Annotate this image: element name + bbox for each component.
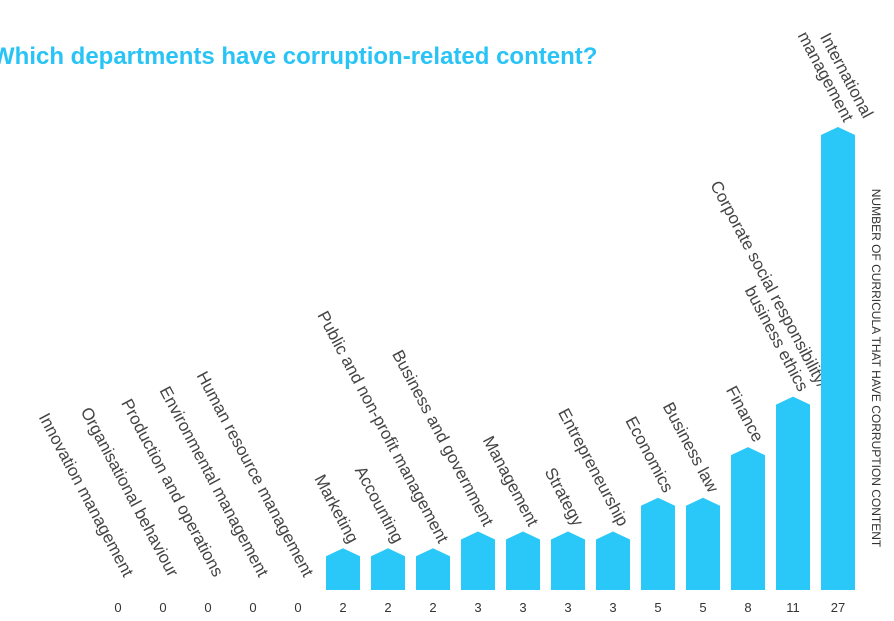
bar: [821, 127, 855, 590]
value-label: 3: [519, 600, 526, 615]
bar: [551, 531, 585, 590]
value-label: 0: [114, 600, 121, 615]
value-label: 3: [609, 600, 616, 615]
bar: [776, 396, 810, 590]
bar: [731, 447, 765, 590]
bar: [506, 531, 540, 590]
bar: [461, 531, 495, 590]
x-tick-label-line: Corporate social responsibility/: [706, 178, 832, 392]
value-label: 27: [831, 600, 845, 615]
value-label: 0: [159, 600, 166, 615]
value-label: 2: [339, 600, 346, 615]
bar: [326, 548, 360, 590]
value-label: 3: [474, 600, 481, 615]
x-tick-label: Marketing: [310, 471, 362, 546]
bar: [641, 497, 675, 590]
x-tick-label: Corporate social responsibility/business…: [690, 178, 832, 400]
value-label: 2: [384, 600, 391, 615]
value-label: 0: [294, 600, 301, 615]
chart-title: Which departments have corruption-relate…: [0, 43, 597, 70]
bar: [596, 531, 630, 590]
value-label: 3: [564, 600, 571, 615]
value-label: 0: [249, 600, 256, 615]
value-label: 8: [744, 600, 751, 615]
value-label: 2: [429, 600, 436, 615]
x-tick-label: Business and government: [388, 347, 497, 530]
value-label: 0: [204, 600, 211, 615]
value-label: 5: [699, 600, 706, 615]
value-label: 5: [654, 600, 661, 615]
x-tick-label: Strategy: [541, 465, 588, 530]
bar: [686, 497, 720, 590]
bar: [416, 548, 450, 590]
bar: [371, 548, 405, 590]
x-tick-label: Internationalmanagement: [794, 19, 877, 130]
y-axis-label: NUMBER OF CURRICULA THAT HAVE CORRUPTION…: [869, 189, 883, 548]
value-label: 11: [786, 600, 800, 615]
x-tick-label: Finance: [722, 383, 767, 445]
